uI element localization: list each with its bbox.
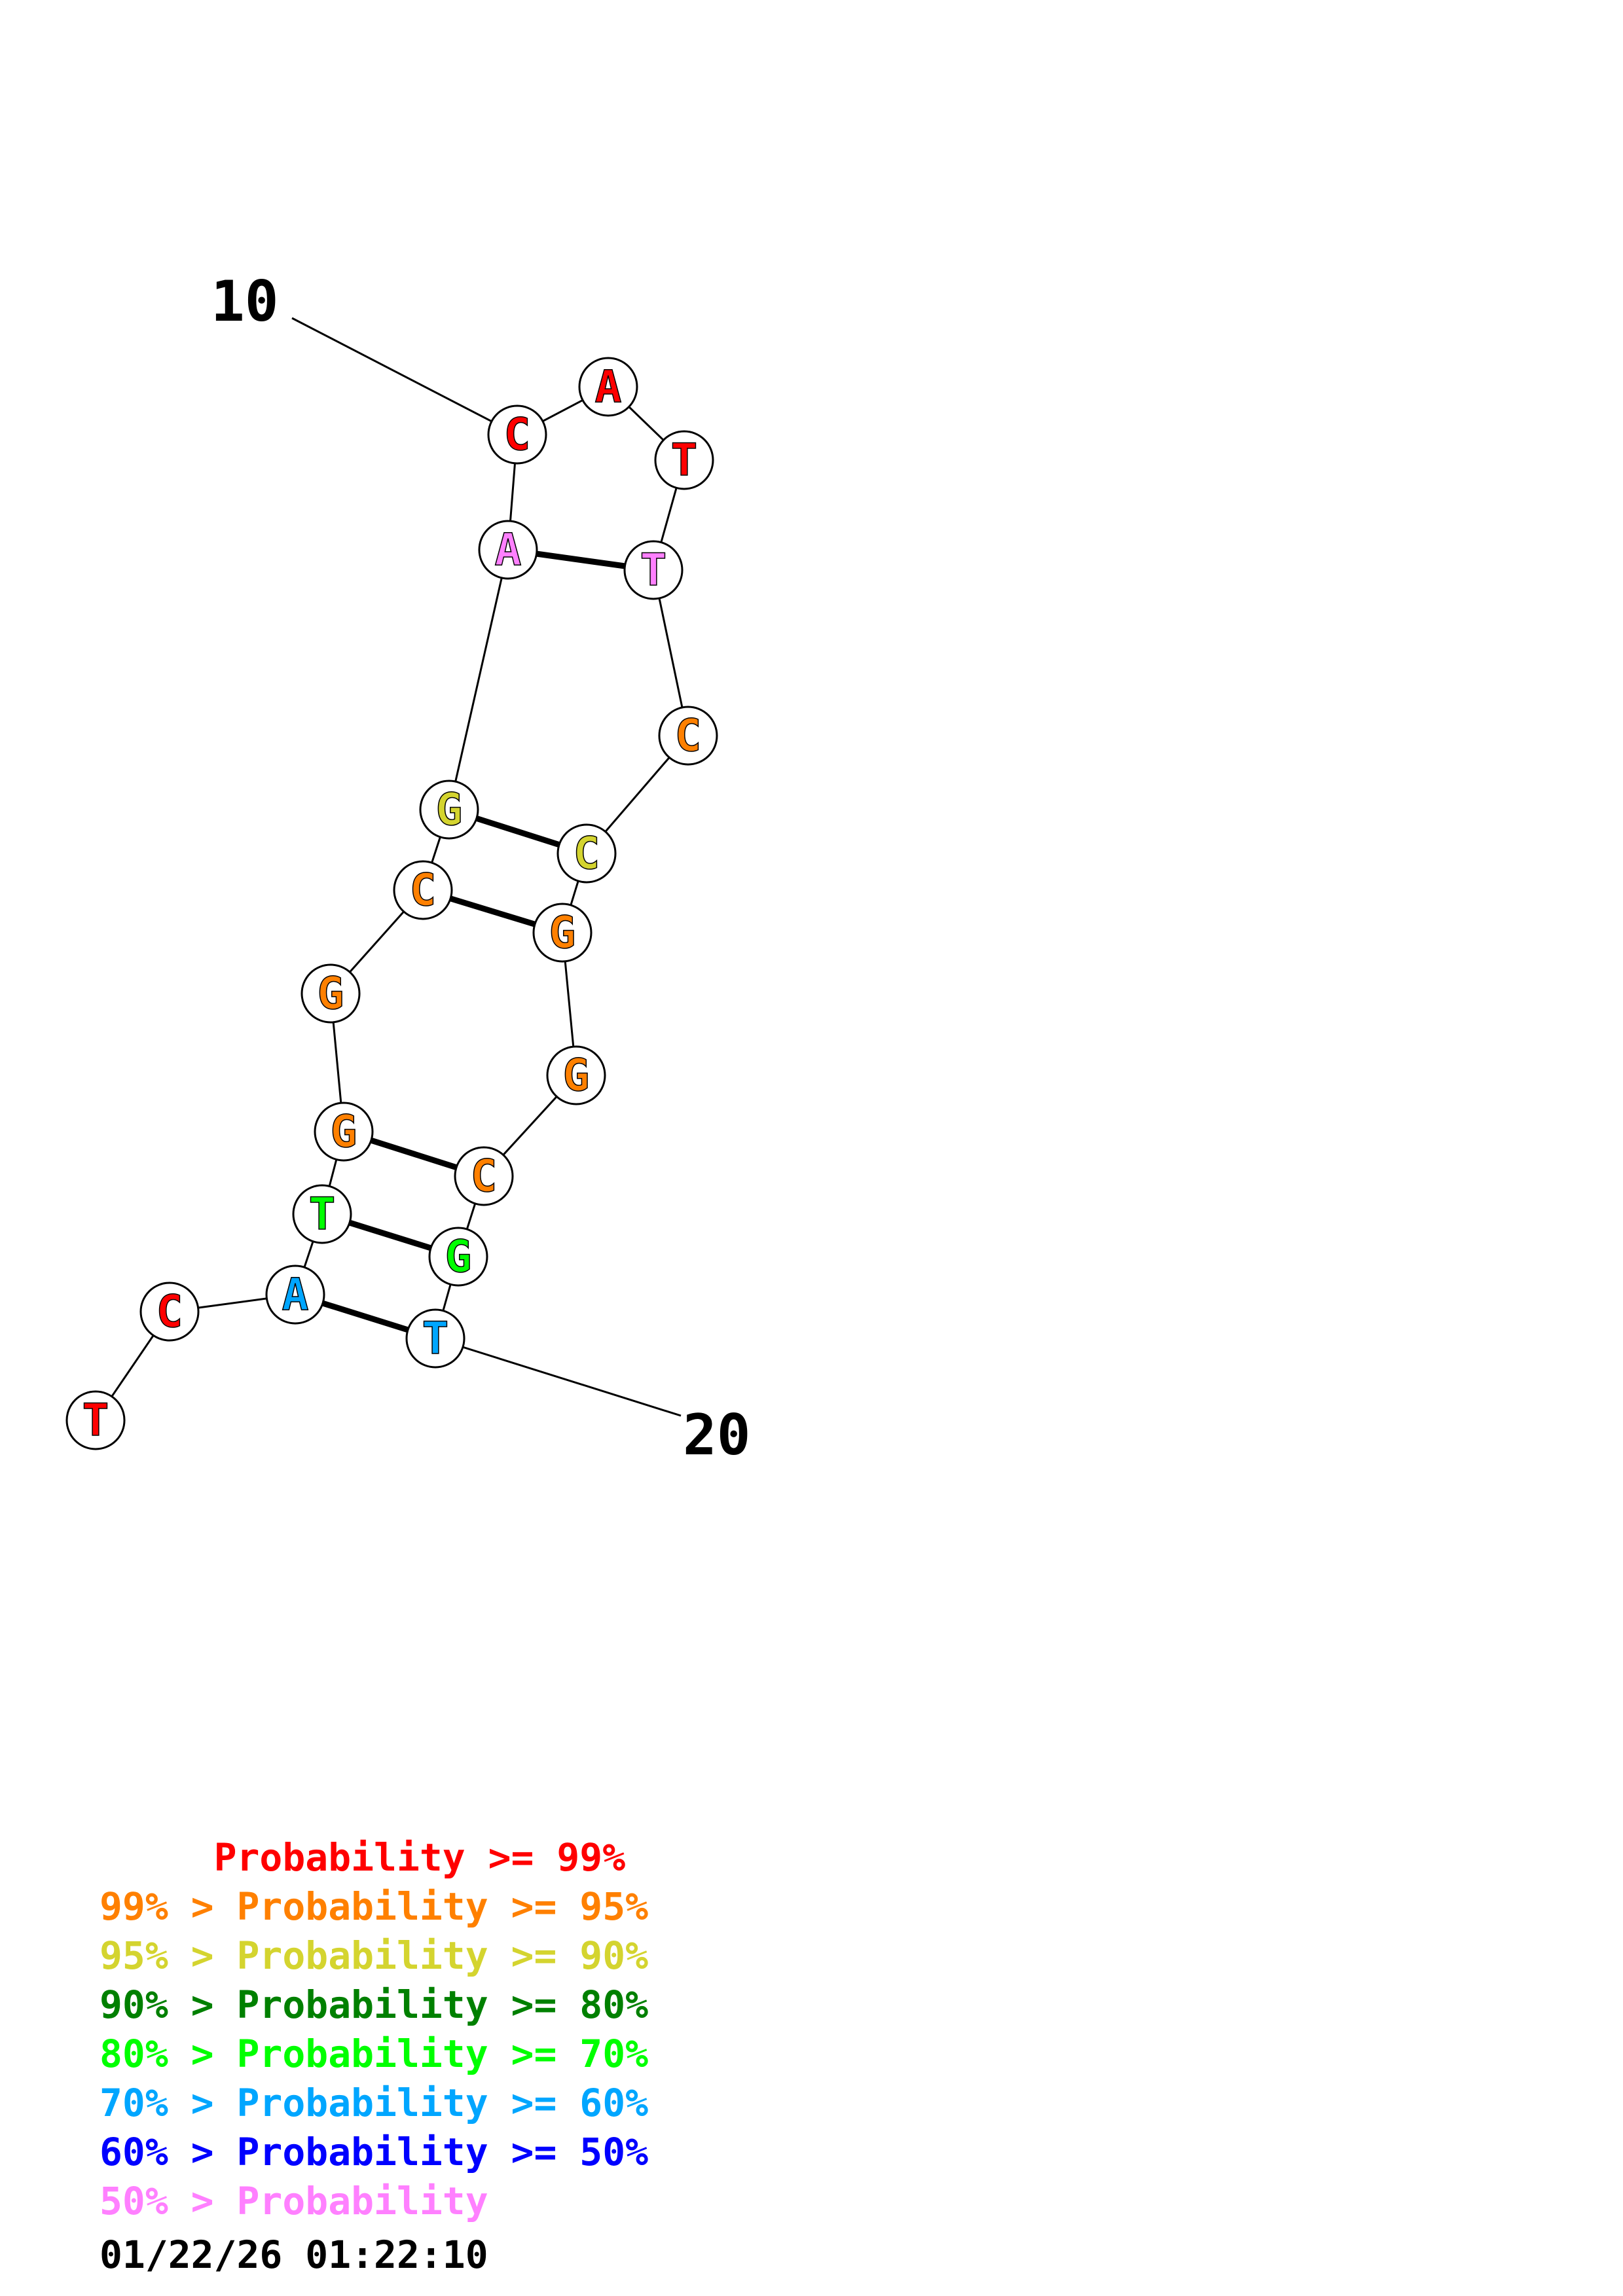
nucleotide-20: T — [405, 1308, 465, 1369]
nucleotide-circle — [478, 520, 538, 580]
legend-line: 60% > Probability >= 50% — [100, 2130, 648, 2174]
index-label-line — [291, 317, 518, 436]
nucleotide-18: C — [454, 1146, 514, 1206]
nucleotide-letter: G — [563, 1050, 590, 1102]
legend-line: 80% > Probability >= 70% — [100, 2032, 648, 2076]
nucleotide-10: C — [487, 404, 547, 465]
nucleotide-7: C — [393, 860, 453, 920]
nucleotide-letter: C — [471, 1151, 498, 1202]
nucleotide-16: G — [532, 903, 593, 963]
nucleotide-letter: T — [309, 1189, 336, 1240]
nucleotide-circle — [487, 404, 547, 465]
nucleotide-circle — [419, 780, 479, 840]
nucleotide-13: T — [623, 540, 684, 600]
nucleotide-14: C — [658, 706, 718, 766]
nucleotide-circle — [578, 357, 638, 417]
nucleotide-letter: G — [436, 784, 463, 836]
nucleotide-8: G — [419, 780, 479, 840]
nucleotide-17: G — [546, 1045, 606, 1105]
legend-line: 95% > Probability >= 90% — [100, 1933, 648, 1978]
index-label-20: 20 — [683, 1403, 751, 1468]
legend-line: 99% > Probability >= 95% — [100, 1884, 648, 1929]
nucleotide-circle — [393, 860, 453, 920]
nucleotide-letter: C — [574, 828, 600, 880]
nucleotide-1: T — [65, 1390, 126, 1450]
nucleotide-circle — [454, 1146, 514, 1206]
nucleotide-circle — [532, 903, 593, 963]
nucleotide-letter: C — [410, 865, 437, 916]
legend-line: 90% > Probability >= 80% — [100, 1982, 648, 2027]
nucleotide-letter: T — [422, 1313, 449, 1365]
nucleotide-circle — [556, 823, 617, 884]
nucleotide-letter: A — [595, 361, 622, 413]
nucleotide-letter: T — [82, 1395, 109, 1446]
nucleotide-circle — [405, 1308, 465, 1369]
nucleotide-circle — [139, 1282, 200, 1342]
nucleotide-4: T — [292, 1184, 352, 1244]
nucleotide-letter: T — [640, 545, 667, 596]
legend-line: 50% > Probability — [100, 2179, 488, 2223]
nucleotide-9: A — [478, 520, 538, 580]
legend-line: Probability >= 99% — [100, 1835, 625, 1880]
nucleotide-letter: G — [331, 1106, 357, 1158]
timestamp: 01/22/26 01:22:10 — [100, 2233, 488, 2277]
nucleotide-3: A — [265, 1265, 325, 1325]
nucleotide-letter: C — [675, 710, 702, 762]
nucleotide-letter: A — [282, 1269, 309, 1321]
nucleotide-circle — [658, 706, 718, 766]
nucleotide-circle — [546, 1045, 606, 1105]
probability-legend: Probability >= 99%99% > Probability >= 9… — [100, 1835, 648, 2223]
nucleotide-letter: T — [671, 435, 698, 486]
nucleotide-5: G — [314, 1102, 374, 1162]
index-label-line — [435, 1337, 682, 1417]
index-label-lines — [291, 317, 682, 1417]
index-label-10: 10 — [211, 269, 279, 334]
nucleotide-circle — [654, 430, 714, 490]
index-labels: 10 20 — [211, 269, 751, 1468]
nucleotide-letter: G — [318, 968, 344, 1020]
nucleotide-19: G — [428, 1227, 488, 1287]
nucleotide-2: C — [139, 1282, 200, 1342]
nucleotide-6: G — [301, 963, 361, 1024]
nucleotide-12: T — [654, 430, 714, 490]
legend-line: 70% > Probability >= 60% — [100, 2081, 648, 2125]
nucleotide-11: A — [578, 357, 638, 417]
nucleotide-circle — [301, 963, 361, 1024]
nucleotide-15: C — [556, 823, 617, 884]
backbone-segment — [448, 549, 509, 810]
nucleotide-letter: C — [156, 1286, 183, 1338]
nucleotide-circle — [314, 1102, 374, 1162]
nucleotide-circle — [65, 1390, 126, 1450]
backbone — [94, 386, 689, 1421]
nucleotide-circle — [428, 1227, 488, 1287]
nucleotide-circle — [292, 1184, 352, 1244]
nucleotide-letter: G — [549, 907, 576, 959]
nucleotide-circle — [265, 1265, 325, 1325]
nucleotide-letter: G — [445, 1231, 472, 1283]
nucleotide-letter: C — [504, 409, 531, 461]
nucleotide-circle — [623, 540, 684, 600]
nucleotide-letter: A — [495, 524, 522, 576]
